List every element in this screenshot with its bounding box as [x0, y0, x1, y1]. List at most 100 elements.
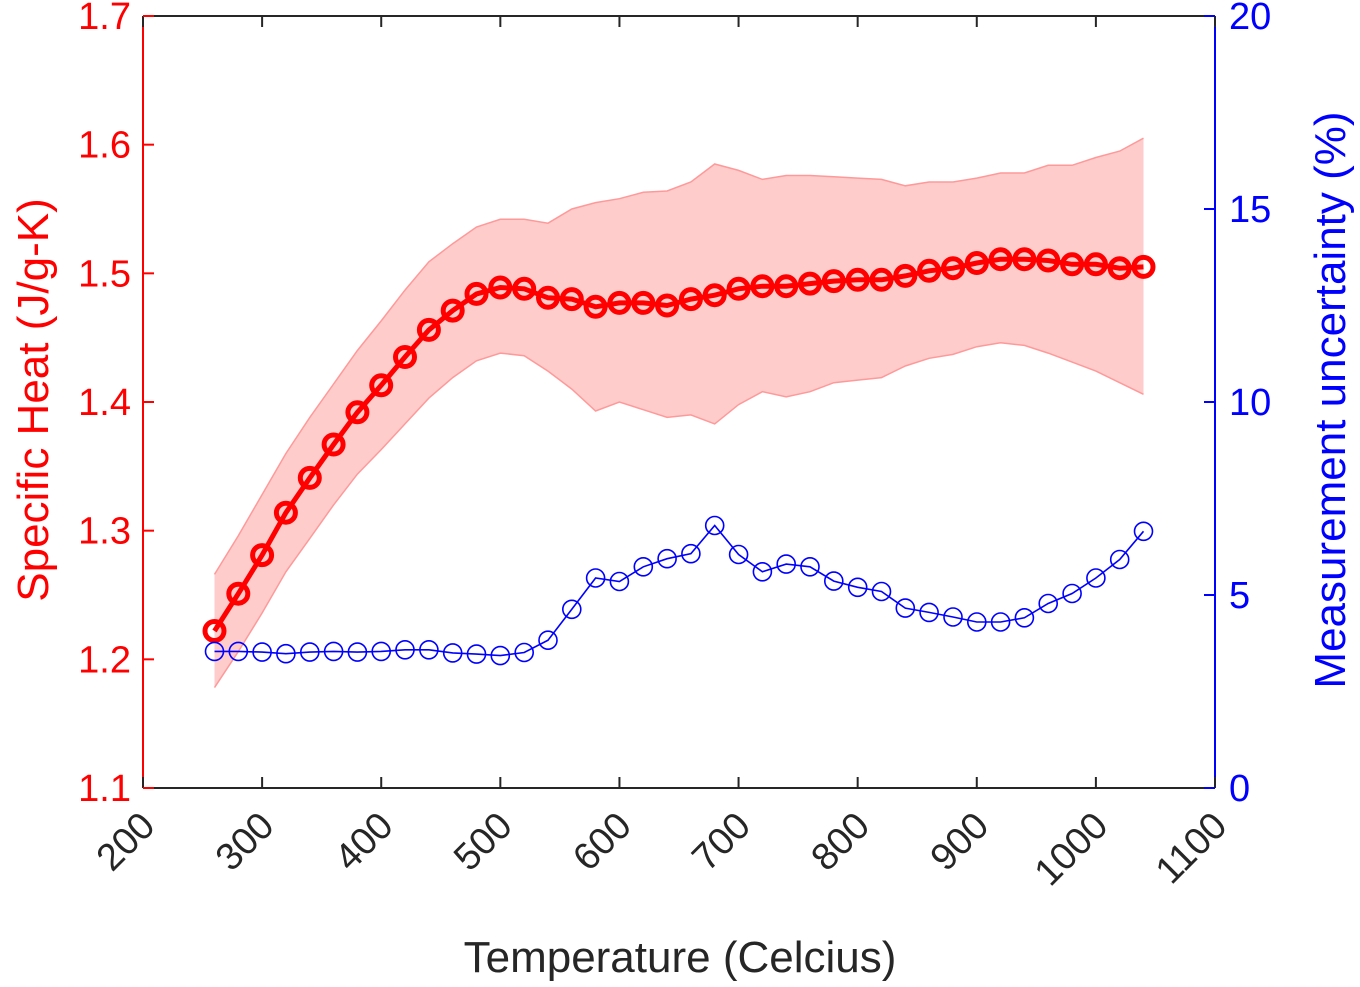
uncertainty-point — [966, 612, 987, 632]
x-axis-title: Temperature (Celcius) — [464, 933, 897, 982]
specific-heat-point — [583, 294, 608, 319]
specific-heat-point — [464, 281, 489, 306]
uncertainty-point — [1062, 583, 1082, 604]
specific-heat-point — [726, 276, 751, 301]
uncertainty-point — [990, 612, 1011, 632]
x-tick-label: 600 — [565, 805, 640, 880]
specific-heat-point — [869, 267, 894, 292]
y-left-tick-label: 1.5 — [78, 253, 131, 295]
x-tick-label: 500 — [446, 805, 521, 880]
specific-heat-point — [512, 276, 537, 301]
specific-heat-point — [774, 274, 799, 299]
uncertainty-point — [776, 554, 797, 574]
specific-heat-point — [917, 258, 942, 283]
uncertainty-point — [847, 577, 868, 598]
uncertainty-point — [228, 641, 249, 662]
specific-heat-point — [559, 287, 584, 312]
specific-heat-point — [845, 267, 870, 292]
uncertainty-point — [466, 644, 487, 664]
x-tick-label: 900 — [923, 805, 998, 880]
uncertainty-point — [585, 568, 606, 588]
specific-heat-point — [631, 290, 656, 315]
y-right-tick-label: 15 — [1229, 189, 1271, 231]
uncertainty-point — [442, 643, 463, 663]
specific-heat-point — [202, 619, 227, 643]
series-layer — [202, 247, 1156, 666]
specific-heat-point — [273, 500, 298, 525]
x-tick-label: 700 — [684, 805, 759, 880]
uncertainty-point — [514, 642, 535, 663]
uncertainty-point — [371, 641, 392, 662]
uncertainty-point — [823, 571, 844, 591]
specific-heat-point — [226, 581, 251, 606]
y-right-tick-label: 5 — [1229, 575, 1250, 617]
specific-heat-point — [1083, 252, 1108, 277]
specific-heat-point — [345, 400, 370, 425]
specific-heat-point — [893, 263, 918, 288]
uncertainty-point — [323, 641, 344, 662]
y-left-tick-label: 1.1 — [78, 768, 131, 810]
x-tick-label: 400 — [327, 805, 402, 880]
x-tick-label: 800 — [804, 805, 879, 880]
specific-heat-point — [821, 269, 846, 294]
x-tick-label: 1000 — [1027, 805, 1116, 894]
specific-heat-point — [655, 293, 680, 318]
specific-heat-point — [941, 256, 965, 281]
x-tick-label: 1100 — [1148, 805, 1235, 892]
y-left-tick-label: 1.2 — [78, 639, 131, 681]
x-tick-label: 300 — [208, 805, 283, 880]
uncertainty-point — [1109, 549, 1130, 570]
uncertainty-point — [419, 639, 439, 660]
uncertainty-point — [347, 642, 368, 662]
specific-heat-point — [321, 432, 346, 457]
band-upper-edge — [213, 137, 1144, 575]
specific-heat-point — [297, 465, 322, 490]
uncertainty-point — [1014, 607, 1035, 628]
specific-heat-point — [1060, 252, 1085, 277]
uncertainty-point — [299, 642, 320, 662]
uncertainty-point — [538, 630, 558, 651]
y-axis-left-title: Specific Heat (J/g-K) — [9, 198, 58, 601]
specific-heat-point — [1107, 256, 1132, 281]
uncertainty-point — [1086, 568, 1106, 588]
y-left-tick-label: 1.7 — [78, 0, 131, 38]
specific-heat-point — [440, 298, 465, 323]
specific-heat-point — [798, 271, 822, 296]
specific-heat-point — [369, 373, 394, 398]
uncertainty-point — [1133, 521, 1154, 542]
uncertainty-point — [204, 641, 225, 662]
y-left-tick-label: 1.4 — [78, 382, 131, 424]
uncertainty-point — [609, 571, 630, 592]
x-tick-label: 200 — [89, 805, 164, 880]
uncertainty-point — [752, 561, 773, 582]
specific-heat-point — [250, 543, 275, 568]
uncertainty-point — [704, 515, 725, 536]
specific-heat-point — [1131, 254, 1156, 279]
y-left-tick-label: 1.6 — [78, 125, 131, 167]
specific-heat-point — [536, 285, 560, 310]
specific-heat-point — [1036, 248, 1061, 273]
uncertainty-point — [252, 642, 272, 662]
y-right-tick-label: 10 — [1229, 382, 1271, 424]
y-right-tick-label: 20 — [1229, 0, 1271, 38]
specific-heat-point — [964, 251, 989, 275]
specific-heat-point — [393, 345, 417, 369]
specific-heat-point — [750, 274, 775, 299]
uncertainty-point — [276, 643, 296, 664]
specific-heat-point — [607, 290, 632, 315]
uncertainty-point — [1038, 593, 1058, 614]
ticks-layer: 200 300 400 500 600 700 800 900 1000 11001.11.21.… — [78, 0, 1271, 894]
uncertainty-point — [871, 581, 892, 602]
uncertainty-point — [681, 543, 701, 564]
uncertainty-point — [943, 607, 963, 627]
band-lower-edge — [213, 342, 1144, 689]
specific-heat-point — [416, 317, 441, 342]
specific-heat-point — [1012, 247, 1037, 272]
y-right-tick-label: 0 — [1229, 768, 1250, 810]
uncertainty-point — [657, 548, 677, 569]
uncertainty-point — [490, 645, 511, 666]
y-left-tick-label: 1.3 — [78, 511, 131, 553]
y-axis-right-title: Measurement uncertainty (%) — [1306, 111, 1355, 688]
uncertainty-point — [919, 602, 939, 623]
